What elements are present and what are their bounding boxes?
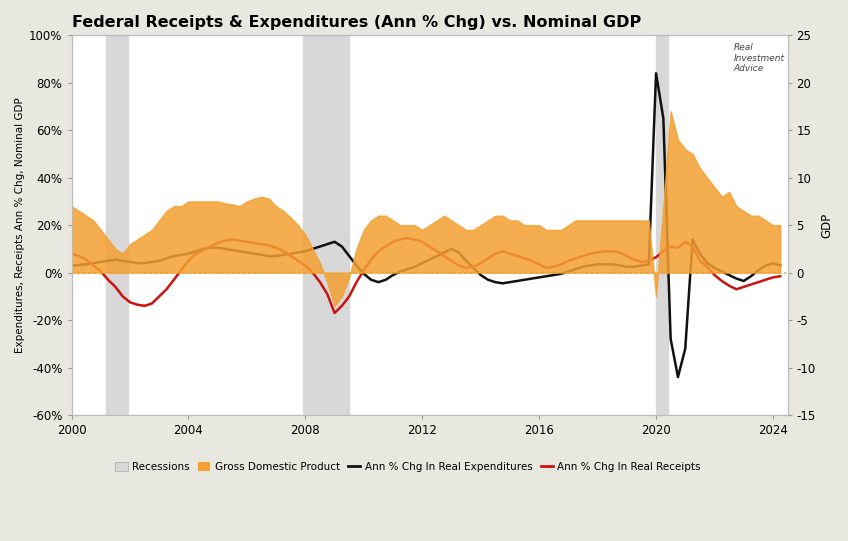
Legend: Recessions, Gross Domestic Product, Ann % Chg In Real Expenditures, Ann % Chg In: Recessions, Gross Domestic Product, Ann … [111, 458, 705, 476]
Text: Real
Investment
Advice: Real Investment Advice [734, 43, 784, 73]
Y-axis label: GDP: GDP [820, 213, 833, 238]
Bar [303, 35, 349, 415]
Bar [106, 35, 128, 415]
Text: Federal Receipts & Expenditures (Ann % Chg) vs. Nominal GDP: Federal Receipts & Expenditures (Ann % C… [71, 15, 641, 30]
Bar [656, 35, 668, 415]
Y-axis label: Expenditures, Receipts Ann % Chg, Nominal GDP: Expenditures, Receipts Ann % Chg, Nomina… [15, 97, 25, 353]
